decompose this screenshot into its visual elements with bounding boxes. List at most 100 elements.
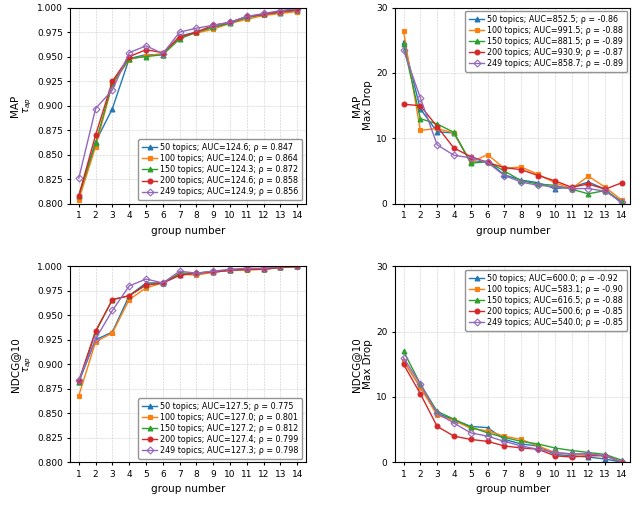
- 200 topics; AUC=500.6; ρ = -0.85: [484, 438, 492, 444]
- 150 topics; AUC=881.5; ρ = -0.89: [450, 130, 458, 136]
- 100 topics; AUC=127.0; ρ = 0.801: [294, 264, 301, 270]
- 200 topics; AUC=930.9; ρ = -0.87: [450, 145, 458, 151]
- 150 topics; AUC=127.2; ρ = 0.812: [142, 282, 150, 288]
- 200 topics; AUC=124.6; ρ = 0.858: [243, 13, 251, 19]
- 50 topics; AUC=127.5; ρ = 0.775: [142, 280, 150, 286]
- 50 topics; AUC=600.0; ρ = -0.92: [568, 453, 575, 459]
- 50 topics; AUC=124.6; ρ = 0.847: [92, 139, 99, 145]
- 50 topics; AUC=127.5; ρ = 0.775: [294, 263, 301, 269]
- 50 topics; AUC=127.5; ρ = 0.775: [92, 337, 99, 343]
- 200 topics; AUC=500.6; ρ = -0.85: [500, 443, 508, 449]
- 200 topics; AUC=124.6; ρ = 0.858: [142, 47, 150, 53]
- 200 topics; AUC=124.6; ρ = 0.858: [276, 9, 284, 15]
- 249 topics; AUC=540.0; ρ = -0.85: [450, 420, 458, 426]
- 150 topics; AUC=124.3; ρ = 0.872: [243, 14, 251, 20]
- 200 topics; AUC=124.6; ρ = 0.858: [193, 29, 200, 35]
- 50 topics; AUC=127.5; ρ = 0.775: [276, 264, 284, 270]
- 50 topics; AUC=852.5; ρ = -0.86: [399, 39, 407, 45]
- 249 topics; AUC=858.7; ρ = -0.89: [500, 172, 508, 178]
- 50 topics; AUC=124.6; ρ = 0.847: [243, 14, 251, 20]
- 100 topics; AUC=124.0; ρ = 0.864: [193, 30, 200, 36]
- 249 topics; AUC=127.3; ρ = 0.798: [109, 307, 116, 313]
- 200 topics; AUC=500.6; ρ = -0.85: [450, 433, 458, 439]
- 100 topics; AUC=124.0; ρ = 0.864: [226, 20, 234, 26]
- 249 topics; AUC=858.7; ρ = -0.89: [602, 188, 609, 194]
- 200 topics; AUC=930.9; ρ = -0.87: [551, 178, 559, 184]
- 150 topics; AUC=881.5; ρ = -0.89: [602, 187, 609, 194]
- 150 topics; AUC=124.3; ρ = 0.872: [75, 193, 83, 199]
- 200 topics; AUC=930.9; ρ = -0.87: [399, 101, 407, 107]
- 50 topics; AUC=600.0; ρ = -0.92: [500, 436, 508, 442]
- Line: 100 topics; AUC=583.1; ρ = -0.90: 100 topics; AUC=583.1; ρ = -0.90: [401, 359, 625, 465]
- 150 topics; AUC=616.5; ρ = -0.88: [500, 434, 508, 440]
- 249 topics; AUC=127.3; ρ = 0.798: [193, 270, 200, 276]
- 200 topics; AUC=124.6; ρ = 0.858: [209, 22, 217, 28]
- 50 topics; AUC=600.0; ρ = -0.92: [467, 423, 475, 429]
- 200 topics; AUC=500.6; ρ = -0.85: [417, 391, 424, 397]
- 150 topics; AUC=124.3; ρ = 0.872: [193, 29, 200, 35]
- 249 topics; AUC=540.0; ρ = -0.85: [467, 430, 475, 436]
- 200 topics; AUC=127.4; ρ = 0.799: [176, 272, 184, 278]
- 50 topics; AUC=600.0; ρ = -0.92: [602, 456, 609, 462]
- X-axis label: group number: group number: [151, 485, 225, 494]
- 50 topics; AUC=124.6; ρ = 0.847: [276, 10, 284, 16]
- Line: 150 topics; AUC=881.5; ρ = -0.89: 150 topics; AUC=881.5; ρ = -0.89: [401, 42, 625, 204]
- Line: 200 topics; AUC=500.6; ρ = -0.85: 200 topics; AUC=500.6; ρ = -0.85: [401, 362, 625, 465]
- 249 topics; AUC=540.0; ρ = -0.85: [534, 446, 542, 452]
- 100 topics; AUC=127.0; ρ = 0.801: [276, 264, 284, 270]
- 200 topics; AUC=127.4; ρ = 0.799: [75, 378, 83, 384]
- Line: 100 topics; AUC=124.0; ρ = 0.864: 100 topics; AUC=124.0; ρ = 0.864: [76, 9, 300, 202]
- 100 topics; AUC=127.0; ρ = 0.801: [243, 267, 251, 273]
- 249 topics; AUC=124.9; ρ = 0.856: [109, 87, 116, 93]
- 200 topics; AUC=124.6; ρ = 0.858: [294, 7, 301, 13]
- 100 topics; AUC=127.0; ρ = 0.801: [209, 269, 217, 275]
- 249 topics; AUC=540.0; ρ = -0.85: [618, 459, 626, 465]
- 150 topics; AUC=127.2; ρ = 0.812: [276, 264, 284, 270]
- 249 topics; AUC=124.9; ρ = 0.856: [226, 19, 234, 25]
- 150 topics; AUC=616.5; ρ = -0.88: [417, 381, 424, 387]
- 200 topics; AUC=127.4; ρ = 0.799: [159, 280, 166, 286]
- 50 topics; AUC=124.6; ρ = 0.847: [176, 33, 184, 39]
- 50 topics; AUC=127.5; ρ = 0.775: [176, 272, 184, 278]
- 100 topics; AUC=991.5; ρ = -0.88: [433, 125, 441, 132]
- 200 topics; AUC=500.6; ρ = -0.85: [433, 423, 441, 429]
- 150 topics; AUC=881.5; ρ = -0.89: [467, 160, 475, 166]
- 50 topics; AUC=852.5; ρ = -0.86: [618, 201, 626, 207]
- 100 topics; AUC=127.0; ρ = 0.801: [142, 285, 150, 291]
- 200 topics; AUC=124.6; ρ = 0.858: [226, 19, 234, 25]
- 200 topics; AUC=124.6; ρ = 0.858: [260, 12, 268, 18]
- 100 topics; AUC=127.0; ρ = 0.801: [92, 339, 99, 345]
- 100 topics; AUC=991.5; ρ = -0.88: [467, 160, 475, 166]
- 100 topics; AUC=127.0; ρ = 0.801: [75, 393, 83, 399]
- 100 topics; AUC=127.0; ρ = 0.801: [226, 267, 234, 273]
- 150 topics; AUC=127.2; ρ = 0.812: [260, 266, 268, 272]
- Legend: 50 topics; AUC=124.6; ρ = 0.847, 100 topics; AUC=124.0; ρ = 0.864, 150 topics; A: 50 topics; AUC=124.6; ρ = 0.847, 100 top…: [138, 139, 303, 200]
- 150 topics; AUC=124.3; ρ = 0.872: [209, 24, 217, 30]
- 150 topics; AUC=881.5; ρ = -0.89: [551, 182, 559, 188]
- 100 topics; AUC=124.0; ρ = 0.864: [109, 81, 116, 87]
- 100 topics; AUC=583.1; ρ = -0.90: [433, 412, 441, 418]
- 150 topics; AUC=127.2; ρ = 0.812: [209, 268, 217, 274]
- Y-axis label: MAP
$\tau_{ap}$: MAP $\tau_{ap}$: [10, 94, 34, 117]
- 100 topics; AUC=991.5; ρ = -0.88: [500, 165, 508, 171]
- 50 topics; AUC=127.5; ρ = 0.775: [209, 269, 217, 275]
- 249 topics; AUC=858.7; ρ = -0.89: [534, 182, 542, 188]
- 249 topics; AUC=858.7; ρ = -0.89: [568, 185, 575, 192]
- 150 topics; AUC=616.5; ρ = -0.88: [517, 438, 525, 444]
- 50 topics; AUC=600.0; ρ = -0.92: [618, 459, 626, 465]
- 100 topics; AUC=583.1; ρ = -0.90: [602, 453, 609, 459]
- 249 topics; AUC=540.0; ρ = -0.85: [417, 381, 424, 387]
- 50 topics; AUC=852.5; ρ = -0.86: [517, 177, 525, 183]
- 150 topics; AUC=127.2; ρ = 0.812: [92, 329, 99, 335]
- 200 topics; AUC=127.4; ρ = 0.799: [92, 328, 99, 334]
- 100 topics; AUC=991.5; ρ = -0.88: [517, 164, 525, 170]
- 100 topics; AUC=583.1; ρ = -0.90: [399, 358, 407, 364]
- 249 topics; AUC=124.9; ρ = 0.856: [260, 11, 268, 17]
- 50 topics; AUC=852.5; ρ = -0.86: [433, 129, 441, 135]
- 150 topics; AUC=881.5; ρ = -0.89: [517, 178, 525, 184]
- 249 topics; AUC=858.7; ρ = -0.89: [450, 152, 458, 158]
- 100 topics; AUC=583.1; ρ = -0.90: [568, 452, 575, 458]
- 200 topics; AUC=127.4; ρ = 0.799: [226, 267, 234, 273]
- 249 topics; AUC=124.9; ρ = 0.856: [159, 51, 166, 57]
- 50 topics; AUC=600.0; ρ = -0.92: [450, 417, 458, 423]
